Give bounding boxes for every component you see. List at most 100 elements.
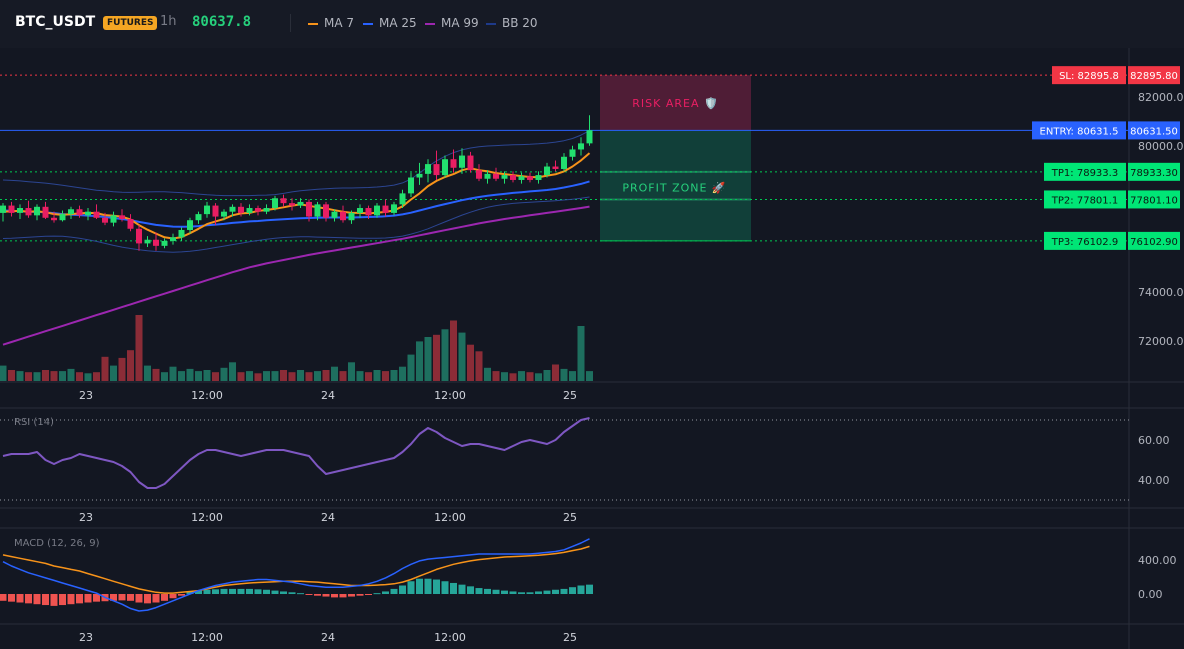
macd-histogram-bar xyxy=(543,590,551,594)
candle-body xyxy=(25,208,32,216)
candle-body xyxy=(433,164,440,176)
macd-histogram-bar xyxy=(331,594,338,598)
symbol-label[interactable]: BTC_USDT xyxy=(15,14,96,30)
tp3-level-tag: TP3: 76102.9 xyxy=(1051,237,1118,248)
macd-histogram-bar xyxy=(586,584,593,594)
candle-body xyxy=(467,155,474,171)
volume-bar xyxy=(50,371,58,381)
macd-histogram-bar xyxy=(8,594,15,602)
candle-body xyxy=(195,214,202,221)
sl-price-tag: 82895.80 xyxy=(1130,71,1178,82)
tp3-price-tag-bg xyxy=(1128,231,1180,250)
legend-ma25[interactable]: MA 25 xyxy=(363,16,417,30)
candle-body xyxy=(306,201,312,217)
macd-histogram-bar xyxy=(263,589,270,594)
candle-body xyxy=(0,205,6,213)
volume-bar xyxy=(314,371,321,381)
legend-swatch-ma7 xyxy=(308,22,318,25)
interval-label[interactable]: 1h xyxy=(160,14,177,29)
volume-bar xyxy=(535,373,542,381)
macd-histogram-bar xyxy=(67,594,75,605)
volume-bar xyxy=(433,334,440,381)
legend-bb20[interactable]: BB 20 xyxy=(486,16,538,30)
volume-bar xyxy=(399,366,406,381)
trading-chart[interactable]: RISK AREA 🛡️ PROFIT ZONE 🚀 82000.00 80000.0… xyxy=(0,48,1184,649)
macd-histogram-bar xyxy=(178,594,185,596)
volume-bar xyxy=(0,365,7,381)
candle-body xyxy=(17,208,23,213)
legend-label-ma25: MA 25 xyxy=(379,16,417,30)
candle-body xyxy=(110,215,117,223)
legend-ma7[interactable]: MA 7 xyxy=(308,16,354,30)
legend-label-ma7: MA 7 xyxy=(324,16,355,30)
macd-histogram-bar xyxy=(50,594,58,606)
volume-bar xyxy=(297,370,304,381)
candle-body xyxy=(484,173,491,179)
volume-bar xyxy=(186,368,194,381)
macd-histogram-bar xyxy=(246,588,253,594)
macd-histogram-bar xyxy=(127,594,134,601)
candle-body xyxy=(374,205,380,216)
candle-body xyxy=(59,214,66,221)
candle-body xyxy=(229,206,236,212)
macd-histogram-bar xyxy=(33,594,41,605)
candle-body xyxy=(297,201,304,206)
macd-histogram-bar xyxy=(314,594,321,596)
candle-body xyxy=(221,211,227,217)
candle-body xyxy=(68,209,74,215)
macd-histogram-bar xyxy=(501,590,508,594)
ma99-line xyxy=(2,205,590,346)
macd-histogram-bar xyxy=(110,594,117,601)
candle-body xyxy=(102,217,108,223)
tp1-price-tag-bg xyxy=(1128,162,1180,181)
macd-histogram-bar xyxy=(186,591,194,594)
price-axis-tick: 74000.00 xyxy=(1138,286,1184,299)
macd-histogram-bar xyxy=(76,594,83,604)
macd-histogram-bar xyxy=(467,586,474,594)
macd-histogram-bar xyxy=(84,594,92,603)
macd-histogram-bar xyxy=(407,581,415,594)
volume-bar xyxy=(288,372,296,381)
candle-body xyxy=(518,176,525,180)
legend-swatch-ma99 xyxy=(425,22,435,25)
rsi-time-tick: 12:00 xyxy=(191,511,223,524)
macd-histogram-bar xyxy=(509,591,517,594)
main-time-tick: 24 xyxy=(321,389,335,402)
candle-body xyxy=(212,205,219,217)
candle-body xyxy=(535,175,542,180)
macd-histogram-bar xyxy=(365,594,372,595)
macd-title: MACD (12, 26, 9) xyxy=(14,538,100,549)
candle-body xyxy=(153,239,159,246)
macd-histogram-bar xyxy=(577,585,585,594)
candle-body xyxy=(161,240,168,246)
entry-price-tag-bg xyxy=(1128,121,1180,140)
main-time-tick: 23 xyxy=(79,389,93,402)
candle-body xyxy=(569,149,576,157)
macd-histogram-bar xyxy=(271,590,279,594)
bb-upper-line xyxy=(2,130,590,197)
macd-histogram-bar xyxy=(195,590,202,594)
macd-histogram-bar xyxy=(25,594,32,604)
legend-ma99[interactable]: MA 99 xyxy=(425,16,479,30)
rsi-line xyxy=(2,417,590,489)
tp2-price-tag-bg xyxy=(1128,190,1180,209)
rsi-time-tick: 23 xyxy=(79,511,93,524)
macd-histogram-bar xyxy=(280,591,287,594)
candle-body xyxy=(331,211,338,218)
macd-histogram-bar xyxy=(560,588,568,594)
volume-bar xyxy=(33,372,41,381)
macd-histogram-bar xyxy=(356,594,364,596)
candle-body xyxy=(408,177,414,194)
candle-body xyxy=(459,155,465,168)
bb-lower-line xyxy=(2,196,590,253)
volume-bar xyxy=(135,315,143,381)
macd-histogram-bar xyxy=(535,591,542,594)
candle-body xyxy=(561,156,567,169)
volume-bar xyxy=(526,372,534,381)
candle-body xyxy=(416,173,423,178)
tp1-price-tag: 78933.30 xyxy=(1130,168,1178,179)
volume-bar xyxy=(467,344,474,381)
volume-bar xyxy=(356,371,364,381)
entry-price-tag: 80631.50 xyxy=(1130,126,1178,137)
candle-body xyxy=(348,212,355,221)
